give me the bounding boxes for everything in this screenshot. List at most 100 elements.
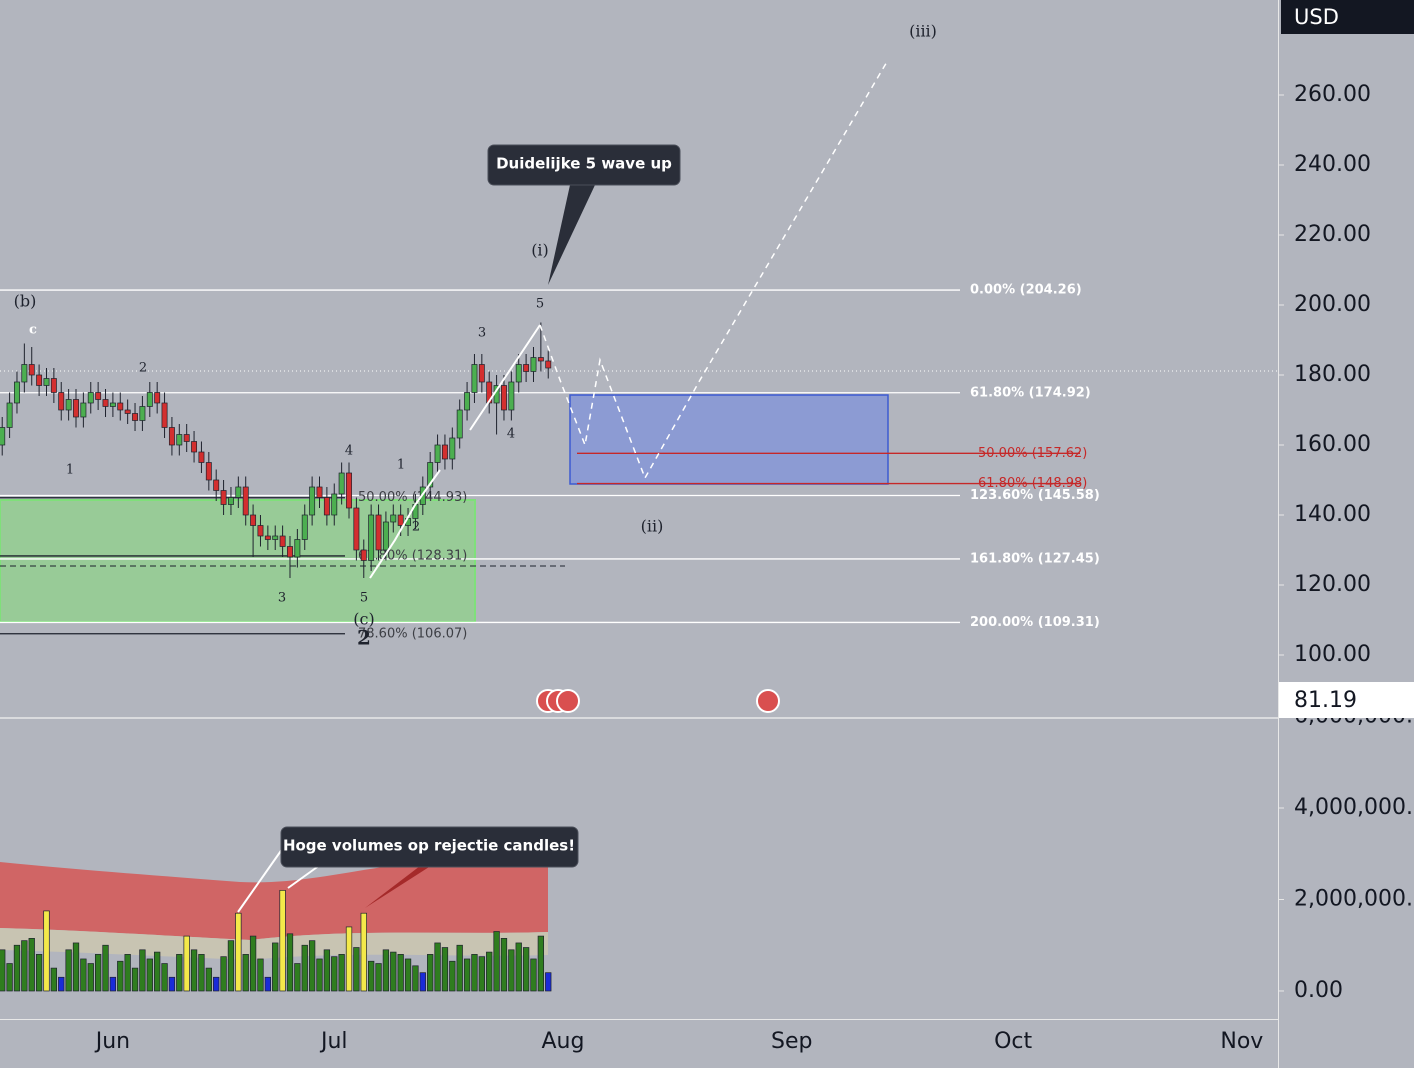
- volume-bar: [486, 951, 493, 992]
- y-tick-label: 200.00: [1294, 292, 1371, 317]
- currency: USD: [1294, 5, 1339, 29]
- wave-label: 2: [139, 361, 147, 376]
- fib-label: 50.00% (144.93): [358, 490, 467, 505]
- y-tick-label: 220.00: [1294, 222, 1371, 247]
- wave-line: [369, 469, 441, 579]
- candle-body: [117, 402, 124, 411]
- candle-body: [205, 462, 212, 481]
- candle-body: [294, 539, 301, 558]
- candle-body: [471, 364, 478, 393]
- volume-bar: [368, 960, 375, 992]
- fib-label: 78.60% (106.07): [358, 626, 467, 641]
- volume-bar: [198, 954, 205, 992]
- candle-body: [530, 357, 537, 372]
- volume-pane: [0, 889, 552, 992]
- candle-body: [6, 402, 13, 428]
- candle-body: [87, 392, 94, 404]
- volume-bar: [139, 949, 146, 992]
- arrow: [237, 844, 286, 913]
- candle-body: [28, 364, 35, 376]
- candle-body: [346, 472, 352, 509]
- volume-bar: [316, 958, 323, 992]
- candle-body: [449, 437, 456, 460]
- x-tick-label: Sep: [771, 1029, 812, 1054]
- candle-body: [537, 357, 544, 362]
- callout-box: [487, 144, 681, 186]
- volume-bar: [124, 954, 131, 992]
- candle-body: [397, 514, 404, 526]
- volume-bar: [94, 954, 102, 992]
- volume-bar: [50, 967, 58, 992]
- candle-body: [73, 399, 79, 418]
- x-tick-label: Jun: [94, 1029, 130, 1054]
- event-icon[interactable]: [756, 689, 780, 713]
- fib-label: 123.60% (145.58): [970, 488, 1100, 503]
- candle-body: [331, 493, 338, 516]
- price-label-box: [1279, 682, 1414, 718]
- price-pane: 0.00% (204.26) 61.80% (174.92) 123.60% (14…: [0, 283, 1100, 641]
- volume-bar: [161, 963, 168, 992]
- volume-bar: [131, 967, 139, 992]
- volume-bar: [471, 954, 478, 992]
- candle-body: [132, 413, 138, 421]
- volume-bar: [176, 954, 183, 992]
- volume-bar: [154, 951, 161, 992]
- wave-label: (c): [353, 610, 374, 629]
- fib-label: 0.00% (204.26): [970, 283, 1082, 298]
- candle-body: [176, 434, 183, 446]
- candle-body: [43, 378, 50, 386]
- volume-bar: [109, 976, 117, 992]
- volume-bar: [360, 912, 367, 992]
- volume-bar: [500, 938, 508, 992]
- x-tick-label: Jul: [319, 1029, 348, 1054]
- volume-bar: [249, 935, 257, 992]
- candle-body: [360, 549, 367, 561]
- currency-badge[interactable]: [1281, 0, 1414, 34]
- volume-bar: [58, 976, 65, 992]
- axes: Jun Jul Aug Sep Oct Nov100.00120.00140.00160.…: [94, 82, 1414, 1054]
- volume-bar: [522, 947, 530, 992]
- volume-bar: [72, 942, 80, 992]
- event-icon[interactable]: [556, 689, 580, 713]
- candle-body: [228, 497, 234, 505]
- candle-body: [316, 486, 323, 498]
- candle-body: [368, 514, 375, 561]
- wave-label: (b): [14, 292, 37, 311]
- candle-body: [198, 451, 205, 463]
- volume-bar: [434, 942, 441, 992]
- candle-body: [382, 521, 389, 551]
- candle-body: [478, 364, 485, 383]
- candle-body: [301, 514, 308, 540]
- volume-bar: [286, 933, 294, 992]
- candle-body: [390, 514, 397, 523]
- volume-bar: [515, 942, 522, 992]
- candle-body: [287, 546, 293, 558]
- wave-label: 4: [345, 444, 353, 459]
- candle-body: [523, 364, 530, 372]
- candle-body: [464, 392, 471, 411]
- candle-body: [501, 385, 507, 411]
- x-tick-label: Aug: [542, 1029, 585, 1054]
- y-tick-label: 120.00: [1294, 572, 1371, 597]
- candle-body: [168, 427, 175, 446]
- candle-body: [36, 374, 43, 386]
- candle-body: [235, 486, 242, 498]
- volume-bar: [463, 958, 471, 992]
- volume-bar: [168, 976, 176, 992]
- fib-label: 161.80% (127.45): [970, 551, 1100, 566]
- wave-label: (iii): [909, 22, 937, 41]
- volume-bar: [419, 972, 426, 992]
- wave-label: 5: [360, 591, 368, 606]
- volume-bar: [35, 954, 43, 992]
- volume-bar: [441, 947, 449, 992]
- candle-body: [508, 381, 515, 411]
- wave-label: 4: [507, 427, 515, 442]
- candle-body: [515, 364, 522, 383]
- candle-body: [124, 409, 131, 414]
- volume-bar: [390, 951, 397, 992]
- fib-label: 61.80% (148.98): [978, 476, 1087, 491]
- candle-body: [264, 535, 271, 540]
- volume-axis: 0.00 2,000,000.00 4,000,000.00 6,000,000.00: [1279, 718, 1414, 1003]
- candle-body: [486, 381, 493, 404]
